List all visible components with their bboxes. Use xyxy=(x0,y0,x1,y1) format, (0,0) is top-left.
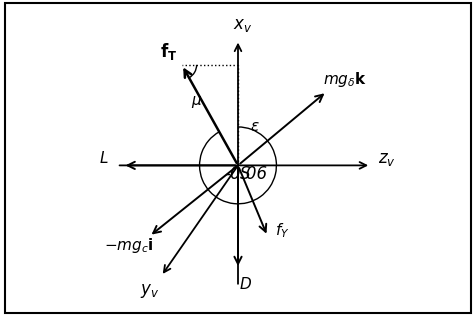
Text: $D$: $D$ xyxy=(239,276,252,292)
Text: $L$: $L$ xyxy=(99,150,108,166)
Text: $S$: $S$ xyxy=(239,165,251,183)
Text: -0.06: -0.06 xyxy=(224,165,267,183)
Text: $y_v$: $y_v$ xyxy=(139,282,159,300)
Text: $f_Y$: $f_Y$ xyxy=(275,221,289,240)
Text: $x_v$: $x_v$ xyxy=(233,16,252,34)
Text: $z_v$: $z_v$ xyxy=(378,150,396,168)
Text: $mg_{\delta}\mathbf{k}$: $mg_{\delta}\mathbf{k}$ xyxy=(323,70,367,89)
Text: $\mathbf{f_{T}}$: $\mathbf{f_{T}}$ xyxy=(160,41,177,62)
Text: $\varepsilon$: $\varepsilon$ xyxy=(250,119,260,134)
Text: $\mu$: $\mu$ xyxy=(191,94,202,110)
Text: $-mg_c\mathbf{i}$: $-mg_c\mathbf{i}$ xyxy=(104,236,153,255)
